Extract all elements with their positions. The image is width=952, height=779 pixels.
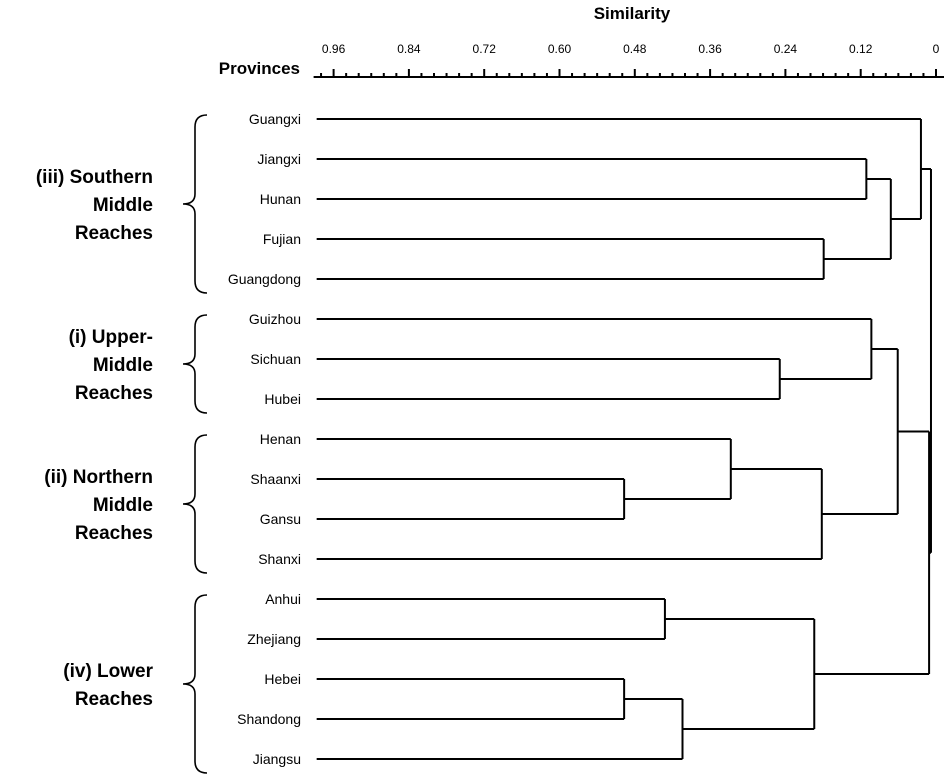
group-label: Middle	[93, 495, 153, 516]
region-groups: (iii) Southern Middle Reaches (i) Upper- Mid…	[36, 114, 208, 774]
group-label: Reaches	[75, 689, 153, 710]
merge-link	[316, 468, 823, 560]
group-label: Middle	[93, 195, 153, 216]
group-label: (i) Upper-	[69, 327, 153, 348]
merge-link	[316, 678, 626, 720]
province-labels: Guangxi Jiangxi Hunan Fujian Guangdong Guizho…	[228, 111, 301, 767]
merge-link	[664, 618, 816, 730]
dendrogram-tree	[316, 118, 932, 760]
province-label: Hubei	[264, 391, 301, 407]
group-brace	[182, 594, 208, 774]
merge-link	[316, 358, 781, 400]
province-label: Jiangxi	[257, 151, 301, 167]
group-brace	[182, 434, 208, 574]
group-label: Reaches	[75, 523, 153, 544]
merge-link	[823, 178, 892, 260]
axis-tick-label: 0.72	[473, 42, 497, 56]
province-label: Zhejiang	[247, 631, 301, 647]
merge-link	[316, 478, 626, 520]
group-label: Middle	[93, 355, 153, 376]
merge-link	[814, 430, 931, 675]
group-label: (ii) Northern	[44, 467, 153, 488]
group-brace	[182, 114, 208, 294]
province-label: Guangdong	[228, 271, 301, 287]
province-label: Guizhou	[249, 311, 301, 327]
province-label: Anhui	[265, 591, 301, 607]
province-label: Guangxi	[249, 111, 301, 127]
chart-title: Similarity	[594, 4, 671, 23]
merge-link	[316, 158, 868, 200]
group-label: Reaches	[75, 383, 153, 404]
province-label: Henan	[260, 431, 301, 447]
province-label: Hebei	[264, 671, 301, 687]
province-label: Gansu	[260, 511, 301, 527]
merge-link	[316, 438, 732, 500]
group-label: Reaches	[75, 223, 153, 244]
province-label: Fujian	[263, 231, 301, 247]
province-label: Jiangsu	[253, 751, 301, 767]
axis-tick-label: 0.96	[322, 42, 346, 56]
axis-tick-label: 0.24	[774, 42, 798, 56]
merge-link	[316, 598, 666, 640]
merge-link	[821, 348, 899, 515]
axis-tick-label: 0.60	[548, 42, 572, 56]
similarity-axis: 0.96 0.84 0.72 0.60 0.48 0.36 0.24 0.12 0	[313, 42, 944, 78]
merge-link	[920, 168, 932, 554]
axis-tick-label: 0.84	[397, 42, 421, 56]
province-label: Sichuan	[250, 351, 301, 367]
province-label: Shaanxi	[250, 471, 301, 487]
axis-tick-label: 0.12	[849, 42, 873, 56]
province-label: Shanxi	[258, 551, 301, 567]
province-label: Shandong	[237, 711, 301, 727]
axis-tick-label: 0.48	[623, 42, 647, 56]
y-axis-label: Provinces	[219, 59, 300, 78]
merge-link	[316, 698, 684, 760]
merge-link	[316, 238, 825, 280]
axis-tick-label: 0	[933, 42, 940, 56]
axis-tick-label: 0.36	[698, 42, 722, 56]
group-label: (iii) Southern	[36, 167, 153, 188]
province-label: Hunan	[260, 191, 301, 207]
merge-link	[316, 118, 922, 220]
merge-link	[316, 318, 873, 380]
group-label: (iv) Lower	[63, 661, 153, 682]
group-brace	[182, 314, 208, 414]
